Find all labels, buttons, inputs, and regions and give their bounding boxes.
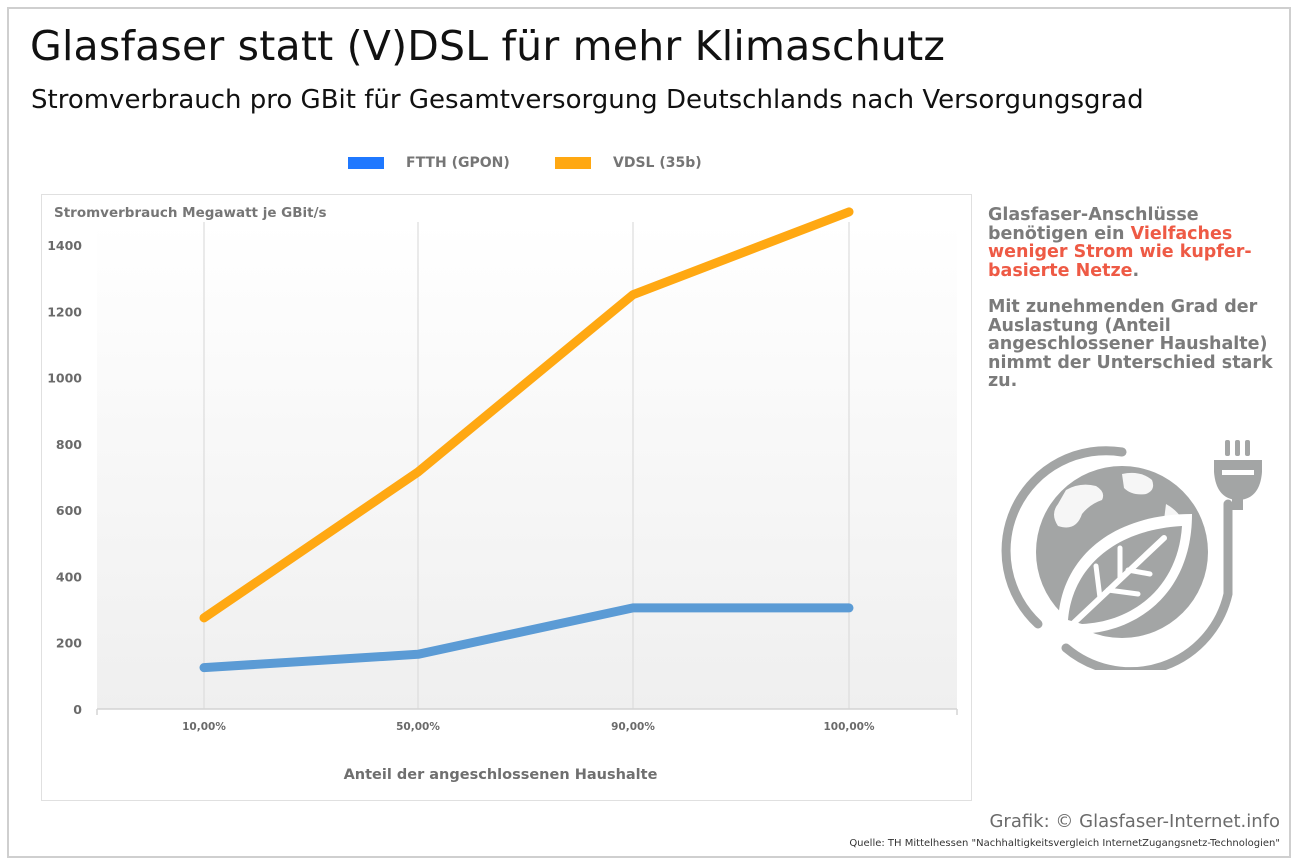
earth-leaf-plug-icon bbox=[996, 434, 1276, 677]
y-tick-label: 600 bbox=[56, 503, 82, 518]
x-tick-label: 100,00% bbox=[823, 721, 875, 733]
annotation-paragraph-2: Mit zunehmenden Grad der Auslastung (Ant… bbox=[988, 297, 1273, 391]
graphic-credit: Grafik: © Glasfaser-Internet.info bbox=[989, 811, 1280, 832]
y-axis-title: Stromverbrauch Megawatt je GBit/s bbox=[54, 205, 327, 221]
annotation-text-prefix: Glasfaser-Anschlüsse benötigen ein bbox=[988, 205, 1199, 244]
line-chart: 0 200 400 600 800 1000 1200 1400 10,00% 50,00% 90… bbox=[47, 207, 958, 733]
legend-item-ftth: FTTH (GPON) bbox=[348, 152, 510, 174]
y-tick-label: 400 bbox=[56, 569, 82, 584]
annotation-paragraph-1: Glasfaser-Anschlüsse benötigen ein Vielf… bbox=[988, 206, 1288, 280]
series-line-vdsl bbox=[199, 207, 854, 623]
annotation-text: Glasfaser-Anschlüsse benötigen ein Vielf… bbox=[988, 206, 1288, 409]
page-subtitle: Stromverbrauch pro GBit für Gesamtversor… bbox=[31, 85, 1144, 115]
series-line-ftth bbox=[199, 603, 854, 673]
legend-item-vdsl: VDSL (35b) bbox=[555, 152, 702, 174]
y-tick-label: 1400 bbox=[47, 238, 82, 253]
x-axis-title: Anteil der angeschlossenen Haushalte bbox=[343, 767, 658, 783]
page-title: Glasfaser statt (V)DSL für mehr Klimasch… bbox=[30, 22, 946, 70]
y-tick-label: 1200 bbox=[47, 304, 82, 319]
x-tick-label: 90,00% bbox=[611, 721, 655, 733]
y-tick-label: 0 bbox=[73, 702, 82, 717]
x-tick-label: 10,00% bbox=[182, 721, 226, 733]
legend-swatch-ftth bbox=[348, 157, 384, 169]
legend-swatch-vdsl bbox=[555, 157, 591, 169]
y-tick-label: 200 bbox=[56, 636, 82, 651]
plot-area bbox=[97, 222, 957, 709]
source-citation: Quelle: TH Mittelhessen "Nachhaltigkeits… bbox=[849, 838, 1280, 849]
y-tick-label: 800 bbox=[56, 437, 82, 452]
y-tick-label: 1000 bbox=[47, 371, 82, 386]
legend-label-ftth: FTTH (GPON) bbox=[406, 155, 510, 171]
annotation-text-suffix: . bbox=[1132, 260, 1140, 281]
annotation-highlight: Vielfaches weniger Strom wie kupfer-basi… bbox=[988, 223, 1252, 281]
legend-label-vdsl: VDSL (35b) bbox=[613, 155, 702, 171]
x-tick-label: 50,00% bbox=[396, 721, 440, 733]
